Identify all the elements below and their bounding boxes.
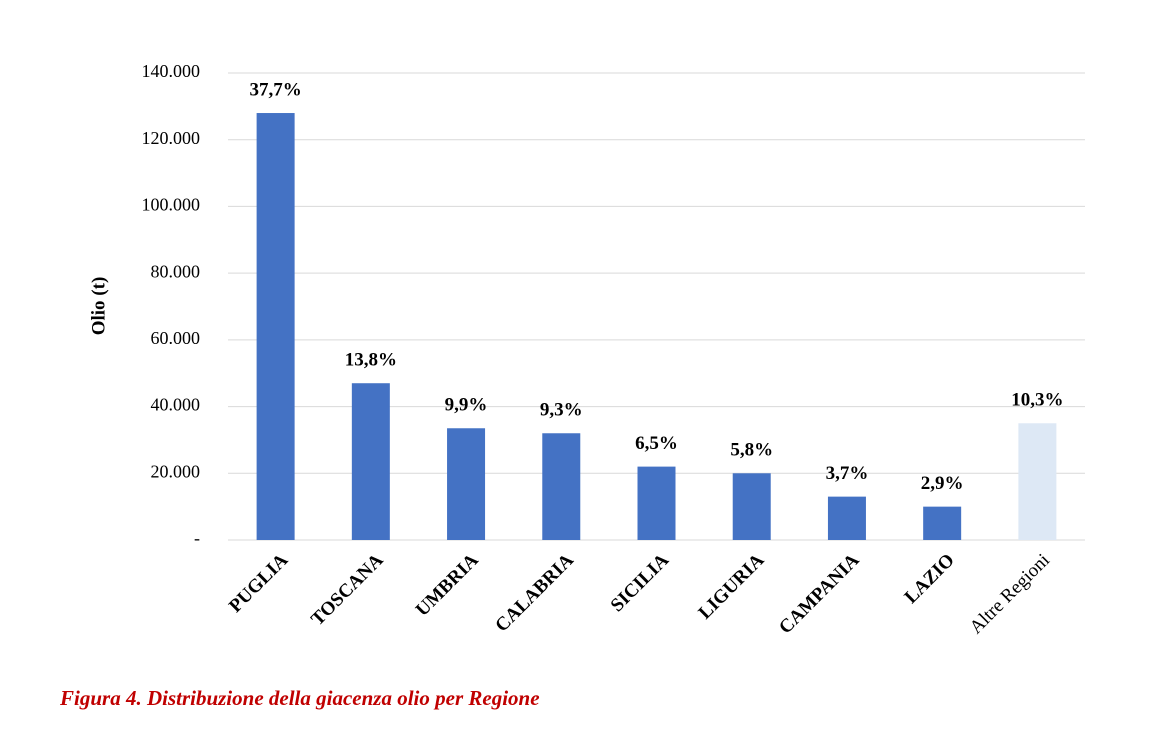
x-tick-label: Altre Regioni (966, 550, 1054, 638)
data-label: 2,9% (921, 473, 964, 494)
x-tick-label: CALABRIA (491, 550, 578, 637)
data-label: 13,8% (345, 350, 397, 371)
y-tick-label: 80.000 (151, 261, 201, 281)
data-label: 3,7% (826, 463, 869, 484)
x-tick-label: PUGLIA (225, 550, 292, 617)
x-tick-label: CAMPANIA (775, 550, 864, 639)
x-tick-label: SICILIA (607, 550, 674, 617)
x-tick-label: TOSCANA (307, 550, 387, 630)
caption: Figura 4. Distribuzione della giacenza o… (59, 686, 540, 710)
data-label: 6,5% (635, 433, 678, 454)
bar (351, 383, 390, 540)
x-tick-label: LIGURIA (695, 550, 769, 624)
bar (447, 428, 486, 540)
y-axis-label: Olio (t) (88, 277, 109, 336)
y-tick-label: 140.000 (142, 61, 201, 81)
bar (1018, 423, 1057, 540)
x-tick-label: UMBRIA (412, 550, 483, 621)
bar (732, 473, 771, 540)
bar (637, 466, 676, 540)
data-label: 9,3% (540, 400, 583, 421)
y-tick-label: 40.000 (151, 395, 201, 415)
y-tick-label: - (194, 528, 200, 548)
bar (256, 113, 295, 541)
bar (542, 433, 581, 540)
bar (923, 506, 962, 540)
bar (827, 496, 866, 540)
data-label: 9,9% (445, 395, 488, 416)
y-tick-label: 100.000 (142, 195, 201, 215)
y-tick-label: 20.000 (151, 461, 201, 481)
x-tick-label: LAZIO (901, 550, 959, 608)
y-tick-label: 60.000 (151, 328, 201, 348)
data-label: 10,3% (1011, 390, 1063, 411)
y-tick-label: 120.000 (142, 128, 201, 148)
data-label: 5,8% (730, 440, 773, 461)
data-label: 37,7% (249, 79, 301, 100)
